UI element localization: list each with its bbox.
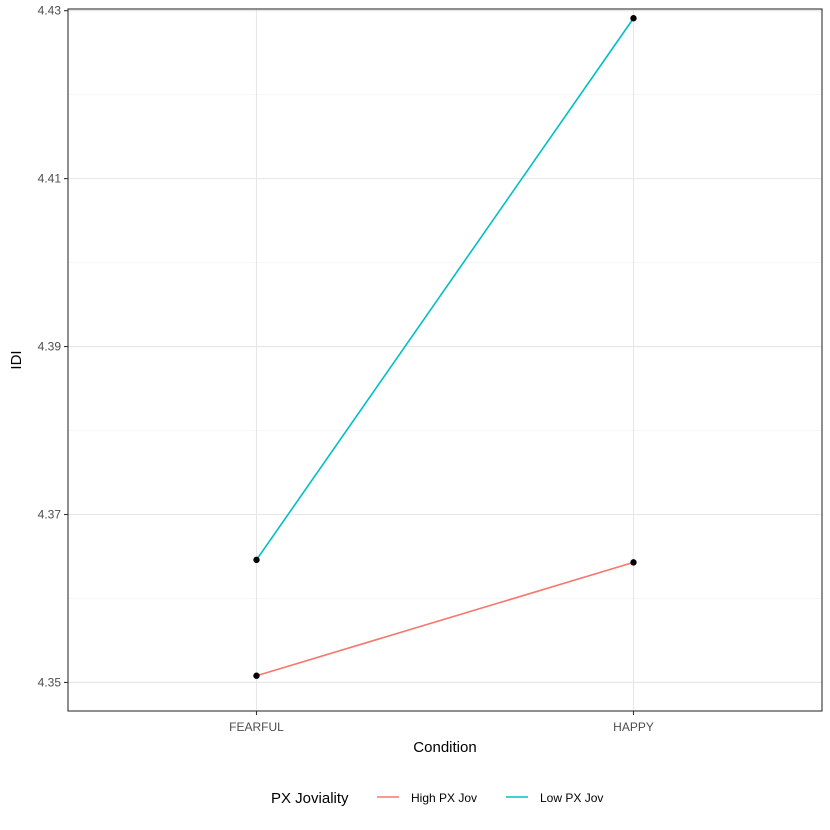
- series-line: [255, 17, 635, 561]
- legend: PX Joviality High PX Jov Low PX Jov: [271, 790, 603, 807]
- legend-items: High PX Jov Low PX Jov: [377, 791, 603, 805]
- minor-gridlines: [68, 94, 822, 599]
- data-point: [630, 15, 637, 22]
- y-tick-label: 4.39: [38, 340, 62, 354]
- plot-panel-background: [68, 9, 822, 711]
- x-tick-label: FEARFUL: [229, 720, 284, 734]
- y-tick-label: 4.35: [38, 675, 62, 689]
- x-axis: FEARFUL HAPPY: [229, 711, 654, 734]
- data-point: [253, 556, 260, 564]
- series-lines: [255, 17, 635, 677]
- legend-label: Low PX Jov: [540, 791, 603, 805]
- major-gridlines: [68, 9, 822, 711]
- y-axis: 4.35 4.37 4.39 4.41 4.43: [38, 4, 68, 689]
- series-line: [256, 561, 634, 677]
- plot-panel-border: [67, 8, 823, 712]
- x-axis-title: Condition: [413, 739, 476, 756]
- x-tick-label: HAPPY: [613, 720, 654, 734]
- y-axis-title: IDI: [8, 350, 25, 369]
- legend-label: High PX Jov: [411, 791, 477, 805]
- y-tick-label: 4.43: [38, 4, 62, 18]
- y-tick-label: 4.37: [38, 508, 62, 522]
- y-tick-label: 4.41: [38, 172, 62, 186]
- data-points: [253, 15, 637, 679]
- legend-title: PX Joviality: [271, 790, 349, 807]
- data-point: [253, 672, 260, 679]
- data-point: [630, 559, 637, 566]
